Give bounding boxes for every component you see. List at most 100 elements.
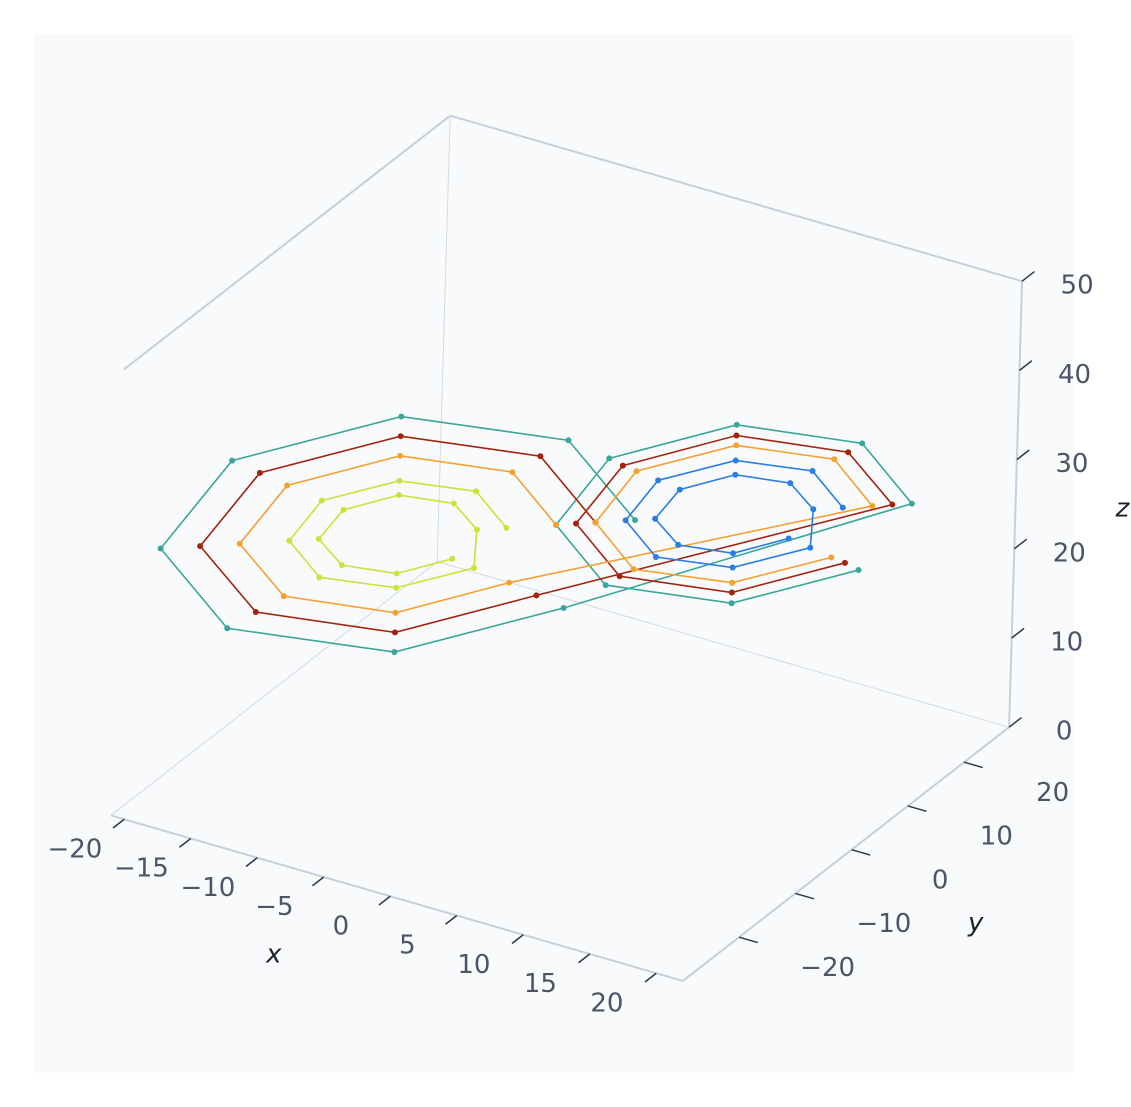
plot-background [34,34,1073,1073]
trajectory-line [288,479,508,589]
trajectory-point [602,582,609,589]
trajectory-point [616,573,623,580]
trajectory-point [828,554,835,561]
trajectory-point [787,480,794,487]
trajectory-point [509,469,516,476]
x-tick-label: 20 [590,988,623,1018]
x-axis-title: x [265,940,282,970]
trajectory-point [839,504,846,511]
x-tick [179,837,192,848]
trajectory-line [159,415,914,653]
trajectory-point [729,564,736,571]
box-edge [110,561,438,816]
trajectory-point [318,497,325,504]
x-tick [378,895,391,906]
trajectory-point [655,477,662,484]
trajectory-point [845,449,852,456]
trajectory-point [676,486,683,493]
trajectory-point [733,432,740,439]
trajectory-point [632,517,639,524]
box-edge [436,115,451,562]
trajectory-point [728,589,735,596]
trajectory-point [340,506,347,513]
trajectory-point [224,625,231,632]
z-axis-title: z [1115,494,1131,524]
z-tick [1016,449,1030,461]
trajectory-point [393,584,400,591]
z-tick [1011,627,1025,639]
trajectory-point [733,421,740,428]
x-tick [644,972,657,983]
z-tick-label: 20 [1053,538,1086,568]
x-tick [245,857,258,868]
x-tick-label: −15 [114,854,169,884]
x-tick-label: 10 [457,950,490,980]
trajectory-point [552,521,559,528]
trajectory-point [831,456,838,463]
box-edge [437,561,1010,728]
axes-box [110,114,1024,982]
trajectory-line [624,459,844,569]
trajectory-point [397,433,404,440]
z-tick-label: 40 [1058,360,1091,390]
trajectory-point [391,649,398,656]
z-tick-label: 30 [1055,449,1088,479]
trajectory-point [855,567,862,574]
trajectory-point [533,592,540,599]
trajectory-point [397,452,404,459]
trajectory-point [733,442,740,449]
z-tick [1008,716,1022,728]
trajectory-point [622,517,629,524]
y-tick [907,805,927,813]
trajectory-point [785,535,792,542]
trajectory-point [560,605,567,612]
trajectory-point [807,544,814,551]
x-tick-label: −20 [47,834,102,864]
trajectory-point [565,437,572,444]
trajectory-point [450,500,457,507]
trajectory-point [197,543,204,550]
x-tick [511,934,524,945]
box-edge [1008,281,1024,728]
trajectory-point [841,559,848,566]
y-tick-label: 10 [980,822,1013,852]
trajectory-point [236,540,243,547]
trajectory-line [238,444,874,614]
y-tick [851,848,871,856]
trajectory-point [315,536,322,543]
trajectory-point [809,467,816,474]
trajectory-point [229,457,236,464]
trajectory-point [732,471,739,478]
trajectory-point [391,629,398,636]
trajectory-point [592,519,599,526]
trajectory-point [537,453,544,460]
trajectory-point [606,455,613,462]
trajectory-point [503,524,510,531]
x-tick-label: 0 [333,911,350,941]
trajectory-point [284,482,291,489]
x-tick-label: 15 [524,969,557,999]
y-axis-title: y [967,908,984,938]
trajectory-point [630,566,637,573]
trajectory-point [652,515,659,522]
trajectory-point [869,502,876,509]
x-tick [578,953,591,964]
y-tick [795,892,815,900]
x-tick-label: 5 [399,931,416,961]
trajectory-point [396,477,403,484]
trajectory-point [256,469,263,476]
trajectory-point [392,609,399,616]
y-tick-label: −10 [856,909,911,939]
x-tick-label: −10 [180,873,235,903]
x-tick [112,818,125,829]
z-tick-label: 50 [1061,271,1094,301]
trajectory-point [252,608,259,615]
z-tick-label: 0 [1056,717,1073,747]
trajectory-point [675,541,682,548]
x-tick [312,876,325,887]
trajectory-point [398,413,405,420]
trajectory-point [280,593,287,600]
trajectory-point [449,555,456,562]
